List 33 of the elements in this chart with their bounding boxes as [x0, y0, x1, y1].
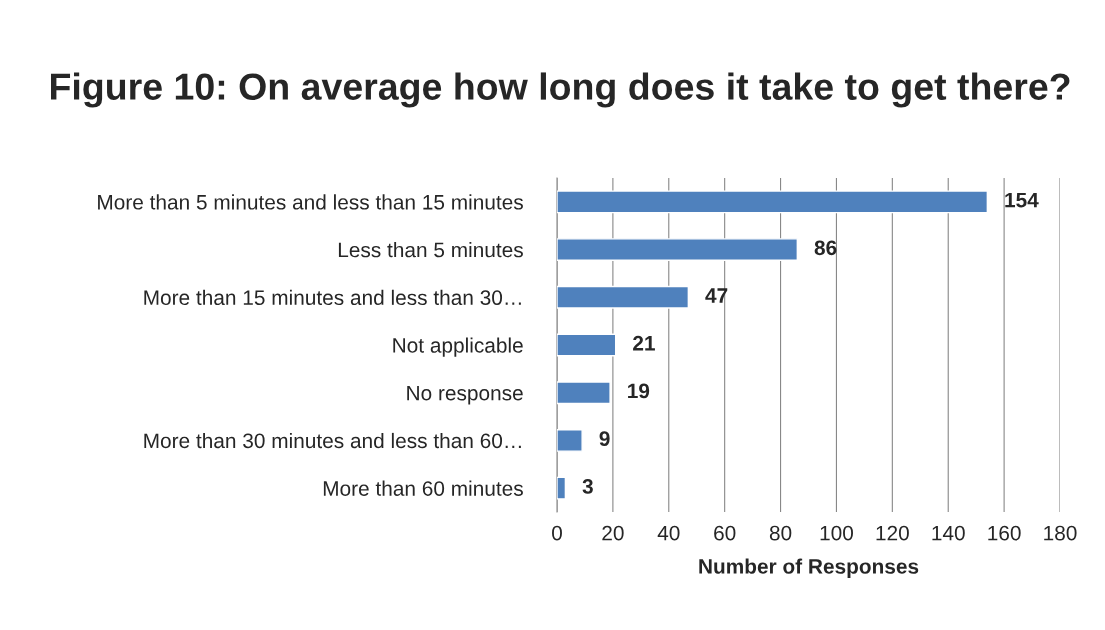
- x-tick-label: 180: [1044, 525, 1077, 541]
- x-axis-title: Number of Responses: [699, 558, 919, 578]
- x-tick-label: 140: [932, 525, 965, 541]
- y-tick-label: Not applicable: [393, 337, 523, 357]
- data-label: 3: [582, 478, 593, 494]
- chart-title: Figure 10: On average how long does it take to get there?: [51, 72, 1070, 108]
- x-tick-label: 20: [602, 525, 624, 541]
- y-tick-label: More than 60 minutes: [323, 480, 523, 496]
- x-tick-label: 40: [657, 525, 680, 541]
- bar: [557, 476, 567, 500]
- data-label: 47: [705, 288, 728, 303]
- bar: [557, 428, 583, 452]
- bar: [557, 238, 799, 262]
- x-tick-label: 100: [820, 525, 854, 541]
- x-tick-label: 120: [876, 525, 909, 541]
- data-label: 86: [814, 240, 837, 256]
- x-tick-label: 0: [552, 525, 562, 541]
- y-tick-label: No response: [407, 385, 523, 405]
- data-label: 9: [599, 431, 610, 447]
- x-tick-label: 80: [769, 525, 792, 541]
- bar: [557, 333, 617, 357]
- y-tick-label: Less than 5 minutes: [338, 242, 523, 258]
- y-tick-label: More than 5 minutes and less than 15 minutes: [98, 194, 523, 210]
- x-tick-label: 160: [988, 525, 1021, 541]
- data-label: 19: [628, 383, 650, 399]
- x-tick-label: 60: [714, 525, 736, 541]
- bar: [557, 190, 989, 214]
- y-tick-label: More than 15 minutes and less than 30…: [144, 289, 521, 306]
- y-tick-label: More than 30 minutes and less than 60…: [144, 432, 521, 449]
- data-label: 21: [633, 335, 655, 351]
- bar: [557, 381, 611, 405]
- data-label: 154: [1005, 192, 1039, 208]
- bar: [557, 285, 690, 309]
